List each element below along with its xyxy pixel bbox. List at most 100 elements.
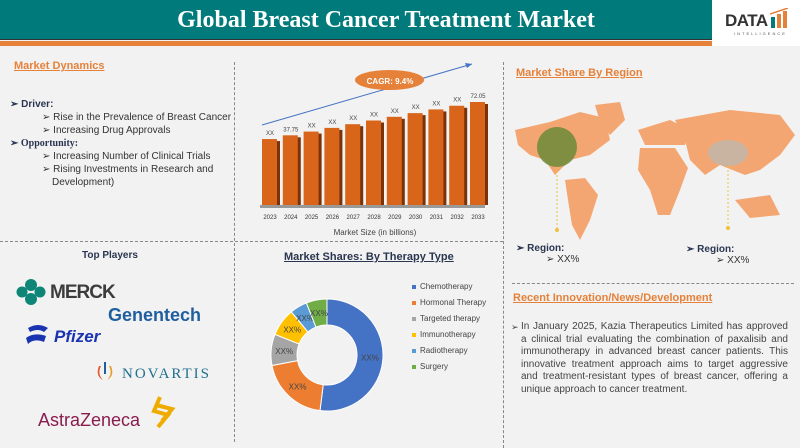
top-players-title: Top Players <box>82 250 138 261</box>
therapy-chart-title: Market Shares: By Therapy Type <box>284 251 454 263</box>
x-tick-label: 2031 <box>430 215 444 221</box>
bar-2024 <box>282 135 298 205</box>
world-map <box>515 102 795 240</box>
divider <box>512 283 794 284</box>
market-size-bar-chart: CAGR: 9.4% XX 2023 37.75 2024 XX 2025 XX 2026 XX… <box>260 63 488 237</box>
legend-item: Surgery <box>412 362 492 372</box>
logo: DATA INTELLIGENCE <box>712 0 800 46</box>
x-tick-label: 2030 <box>409 215 423 221</box>
market-dynamics-title: Market Dynamics <box>14 60 105 72</box>
x-axis-label: Market Size (in billions) <box>334 228 417 237</box>
bar-2028 <box>366 120 381 205</box>
slice-data-label: XX% <box>310 309 328 318</box>
slice-data-label: XX% <box>361 354 379 363</box>
bar-data-label: 37.75 <box>283 127 299 133</box>
chart-floor <box>260 205 485 208</box>
player-genentech: Genentech <box>108 305 202 325</box>
astrazeneca-logo-icon <box>151 396 176 429</box>
news-text: In January 2025, Kazia Therapeutics Limi… <box>511 321 788 396</box>
bar-side <box>421 115 426 205</box>
bar-2031 <box>428 109 444 205</box>
bar-2030 <box>407 113 423 205</box>
therapy-donut-chart: XX%XX%XX%XX%XX%XX% <box>270 298 384 412</box>
bar-side <box>296 137 301 205</box>
novartis-flame-icon <box>97 362 113 380</box>
divider <box>503 62 504 448</box>
player-merck: MERCK <box>50 282 116 303</box>
slice-data-label: XX% <box>296 314 314 323</box>
bar-data-label: XX <box>266 131 274 137</box>
opportunity-heading: ➢ Opportunity: <box>10 138 79 149</box>
donut-slice-chemotherapy <box>319 298 384 412</box>
header-banner: Global Breast Cancer Treatment Market <box>0 0 712 40</box>
legend-label: Hormonal Therapy <box>420 298 487 307</box>
legend-label: Immunotherapy <box>420 330 476 339</box>
logo-text: DATA <box>725 11 768 30</box>
bar-2029 <box>386 116 402 205</box>
bar-data-label: XX <box>432 101 440 107</box>
legend-item: Hormonal Therapy <box>412 298 492 308</box>
bar-2023 <box>262 139 277 205</box>
bar-data-label: XX <box>412 105 420 111</box>
pfizer-logo-icon <box>26 325 48 344</box>
bar-data-label: XX <box>308 124 316 130</box>
opportunity-item: ➢ Rising Investments in Research and Dev… <box>42 164 214 188</box>
accent-stripe <box>0 41 712 46</box>
logo-subtext: INTELLIGENCE <box>734 31 787 36</box>
bar-side <box>400 118 405 205</box>
player-astrazeneca: AstraZeneca <box>38 410 141 430</box>
player-novartis: NOVARTIS <box>122 366 212 382</box>
legend-item: Chemotherapy <box>412 282 492 292</box>
market-dynamics-list: ➢ Driver: ➢ Rise in the Prevalence of Br… <box>10 98 240 189</box>
cagr-badge <box>355 70 424 90</box>
player-pfizer: Pfizer <box>54 327 101 346</box>
divider <box>0 241 503 242</box>
legend-item: Targeted therapy <box>412 314 492 324</box>
slice-data-label: XX% <box>289 382 307 391</box>
legend-swatch <box>412 333 416 337</box>
bar-2032 <box>449 105 465 205</box>
divider <box>234 62 235 442</box>
legend-swatch <box>412 365 416 369</box>
legend-swatch <box>412 317 416 321</box>
cagr-label: CAGR: 9.4% <box>367 77 414 86</box>
x-tick-label: 2033 <box>471 215 485 221</box>
slice-data-label: XX% <box>275 347 293 356</box>
bar-side <box>359 126 364 205</box>
region-highlight-asia <box>708 140 748 166</box>
bar-side <box>484 104 488 205</box>
x-tick-label: 2024 <box>284 215 298 221</box>
region-title: Market Share By Region <box>516 67 643 79</box>
bar-data-label: XX <box>453 98 461 104</box>
news-title: Recent Innovation/News/Development <box>513 292 713 304</box>
bar-side <box>463 107 468 205</box>
driver-item: ➢ Rise in the Prevalence of Breast Cance… <box>42 112 232 123</box>
region-stat: ➢ Region: ➢ XX% <box>516 243 580 265</box>
page-title: Global Breast Cancer Treatment Market <box>177 7 595 33</box>
legend-label: Radiotherapy <box>420 346 468 355</box>
bar-2026 <box>324 127 340 205</box>
therapy-legend: Chemotherapy Hormonal Therapy Targeted the… <box>412 282 492 378</box>
bar-data-label: XX <box>391 109 399 115</box>
legend-item: Immunotherapy <box>412 330 492 340</box>
bar-2025 <box>303 131 319 205</box>
arrow-head-icon <box>465 63 472 68</box>
region-stat: ➢ Region: ➢ XX% <box>686 244 750 266</box>
bar-data-label: XX <box>328 120 336 126</box>
slice-data-label: XX% <box>283 326 301 335</box>
legend-item: Radiotherapy <box>412 346 492 356</box>
legend-swatch <box>412 301 416 305</box>
opportunity-item: ➢ Increasing Number of Clinical Trials <box>42 151 211 162</box>
region-highlight-north-america <box>537 127 577 167</box>
x-tick-label: 2029 <box>388 215 402 221</box>
bar-side <box>380 122 384 205</box>
region-pointer-dot <box>555 228 559 232</box>
bar-side <box>442 111 447 205</box>
merck-logo-icon <box>16 279 46 305</box>
driver-heading: ➢ Driver: <box>10 99 54 110</box>
bar-2033 <box>470 102 485 205</box>
donut-slice-surgery <box>305 298 328 328</box>
bar-2027 <box>345 124 361 205</box>
x-tick-label: 2026 <box>326 215 340 221</box>
x-tick-label: 2023 <box>263 215 277 221</box>
